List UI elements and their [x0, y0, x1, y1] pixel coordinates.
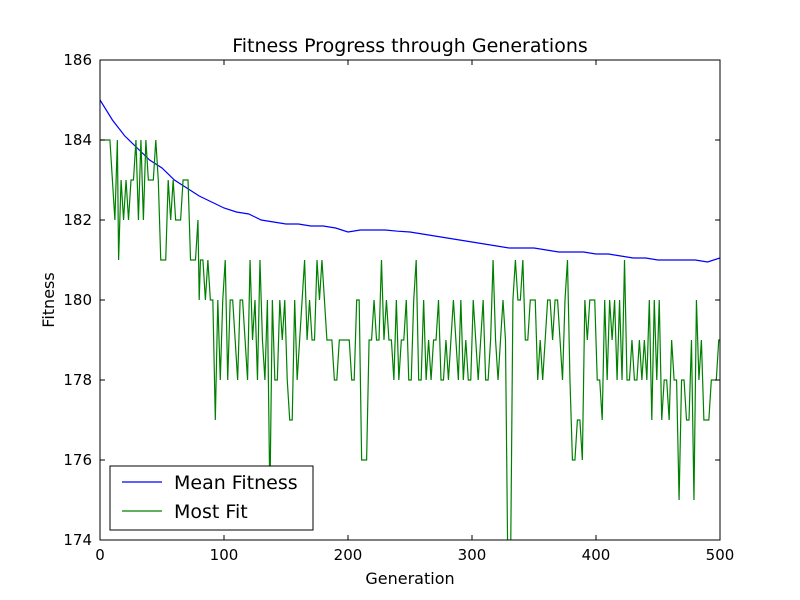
plot-area: 0 100 200 300 400 500 174 176 178 180 182 184 186 — [63, 51, 734, 564]
y-tick-label: 174 — [63, 531, 92, 549]
series-line-most-fit — [100, 139, 720, 540]
y-tick-label: 176 — [63, 451, 92, 469]
y-tick-label: 180 — [63, 291, 92, 309]
y-tick-label: 186 — [63, 51, 92, 69]
legend: Mean Fitness Most Fit — [109, 465, 314, 531]
y-tick-label: 178 — [63, 371, 92, 389]
y-tick-label: 184 — [63, 131, 92, 149]
x-tick-label: 200 — [334, 546, 363, 564]
series-layer — [100, 99, 720, 540]
legend-label-most-fit: Most Fit — [174, 501, 248, 523]
chart-title: Fitness Progress through Generations — [232, 35, 588, 57]
y-axis-label: Fitness — [39, 272, 58, 327]
series-line-mean-fitness — [100, 99, 720, 263]
x-tick-label: 100 — [210, 546, 239, 564]
x-axis-label: Generation — [365, 569, 454, 588]
legend-box — [109, 465, 314, 531]
ticks-layer: 0 100 200 300 400 500 174 176 178 180 182 184 186 — [63, 51, 734, 564]
x-tick-label: 300 — [458, 546, 487, 564]
x-tick-label: 500 — [706, 546, 735, 564]
legend-label-mean-fitness: Mean Fitness — [174, 472, 298, 494]
x-tick-label: 400 — [582, 546, 611, 564]
x-tick-label: 0 — [95, 546, 105, 564]
y-tick-label: 182 — [63, 211, 92, 229]
